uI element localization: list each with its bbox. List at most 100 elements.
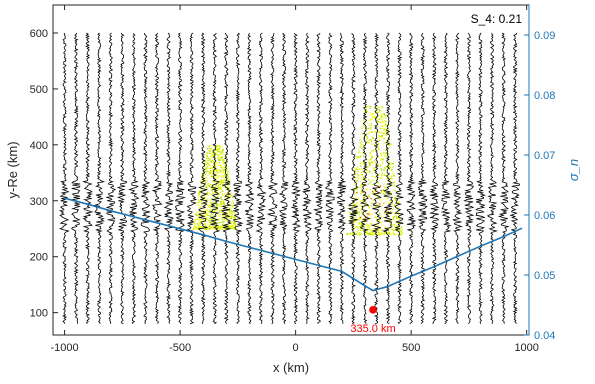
scatter-point <box>230 210 232 212</box>
scatter-point <box>353 233 355 235</box>
scatter-point <box>396 229 398 231</box>
scatter-point <box>358 156 360 158</box>
scatter-point <box>221 211 223 213</box>
scatter-point <box>356 226 358 228</box>
scatter-point <box>384 114 386 116</box>
scatter-point <box>219 159 222 161</box>
trace-line <box>359 32 371 324</box>
scatter-point <box>381 135 384 137</box>
scatter-point <box>355 209 357 211</box>
scatter-point <box>388 144 390 146</box>
scatter-point <box>373 206 375 208</box>
scatter-point <box>215 151 217 153</box>
scatter-point <box>378 148 380 150</box>
scatter-point <box>387 212 389 215</box>
scatter-point <box>378 132 381 134</box>
scatter-point <box>387 128 389 130</box>
scatter-point <box>206 157 208 160</box>
scatter-point <box>381 216 383 218</box>
scatter-point <box>374 111 376 113</box>
scatter-point <box>370 150 373 152</box>
scatter-point <box>361 168 364 171</box>
trace-32 <box>429 32 440 324</box>
scatter-point <box>203 195 205 197</box>
scatter-point <box>379 213 381 215</box>
scatter-point <box>205 167 207 169</box>
scatter-point <box>210 186 212 188</box>
scatter-point <box>220 196 223 198</box>
scatter-point <box>204 214 206 216</box>
scatter-point <box>206 210 208 212</box>
scatter-point <box>223 155 226 157</box>
scatter-point <box>366 169 368 171</box>
scatter-point <box>373 159 376 162</box>
scatter-point <box>215 149 217 151</box>
scatter-point <box>205 210 207 212</box>
scatter-point <box>357 208 359 210</box>
trace-line <box>347 32 359 325</box>
scatter-point <box>196 214 198 217</box>
scatter-point <box>381 234 383 236</box>
scatter-point <box>370 197 372 200</box>
scatter-point <box>224 217 227 219</box>
scatter-point <box>377 121 379 124</box>
scatter-point <box>378 118 381 120</box>
scatter-point <box>386 156 388 158</box>
scatter-point <box>226 184 229 186</box>
scatter-point <box>366 111 368 113</box>
scatter-point <box>198 220 200 222</box>
scatter-point <box>383 138 386 140</box>
scatter-point <box>212 164 214 167</box>
scatter-point <box>208 224 211 226</box>
scatter-point <box>379 122 382 124</box>
scatter-point <box>201 176 204 178</box>
trace-17 <box>255 32 267 325</box>
scatter-point <box>205 198 208 201</box>
scatter-point <box>373 116 376 119</box>
scatter-point <box>371 232 373 234</box>
scatter-point <box>206 162 209 165</box>
scatter-point <box>359 227 362 229</box>
trace-3 <box>93 32 106 324</box>
scatter-point <box>203 207 206 210</box>
scatter-point <box>372 115 374 117</box>
trace-13 <box>209 32 221 325</box>
scatter-point <box>365 226 368 228</box>
scatter-point <box>226 168 229 170</box>
scatter-point <box>368 224 370 226</box>
scatter-point <box>380 135 382 138</box>
scatter-point <box>354 210 356 212</box>
scatter-point <box>215 203 218 206</box>
right-y-tick-label: 0.07 <box>534 150 555 162</box>
scatter-point <box>386 159 388 161</box>
scatter-point <box>376 204 378 206</box>
scatter-point <box>391 163 394 165</box>
scatter-point <box>205 186 208 188</box>
scatter-point <box>383 128 386 130</box>
scatter-point <box>206 148 209 150</box>
scatter-point <box>355 213 358 216</box>
scatter-point <box>397 222 399 224</box>
scatter-point <box>235 219 237 221</box>
scatter-point <box>371 118 374 120</box>
scatter-point <box>208 221 211 223</box>
trace-line <box>336 32 347 324</box>
scatter-point <box>208 226 211 228</box>
trace-29 <box>394 32 404 325</box>
scatter-point <box>387 214 389 216</box>
scatter-point <box>198 225 200 227</box>
scatter-point <box>224 181 226 183</box>
scatter-point <box>217 189 219 191</box>
scatter-point <box>381 162 384 164</box>
scatter-point <box>352 224 354 226</box>
scatter-point <box>227 225 229 227</box>
scatter-point <box>384 123 387 126</box>
scatter-point <box>352 197 355 199</box>
scatter-point <box>363 197 365 200</box>
scatter-point <box>214 175 216 177</box>
x-axis-ticks: -1000 -500 0 500 1000 <box>50 5 539 354</box>
trace-0 <box>58 32 70 324</box>
right-y-tick-label: 0.04 <box>534 330 555 342</box>
scatter-point <box>361 184 363 187</box>
scatter-point <box>211 167 213 169</box>
